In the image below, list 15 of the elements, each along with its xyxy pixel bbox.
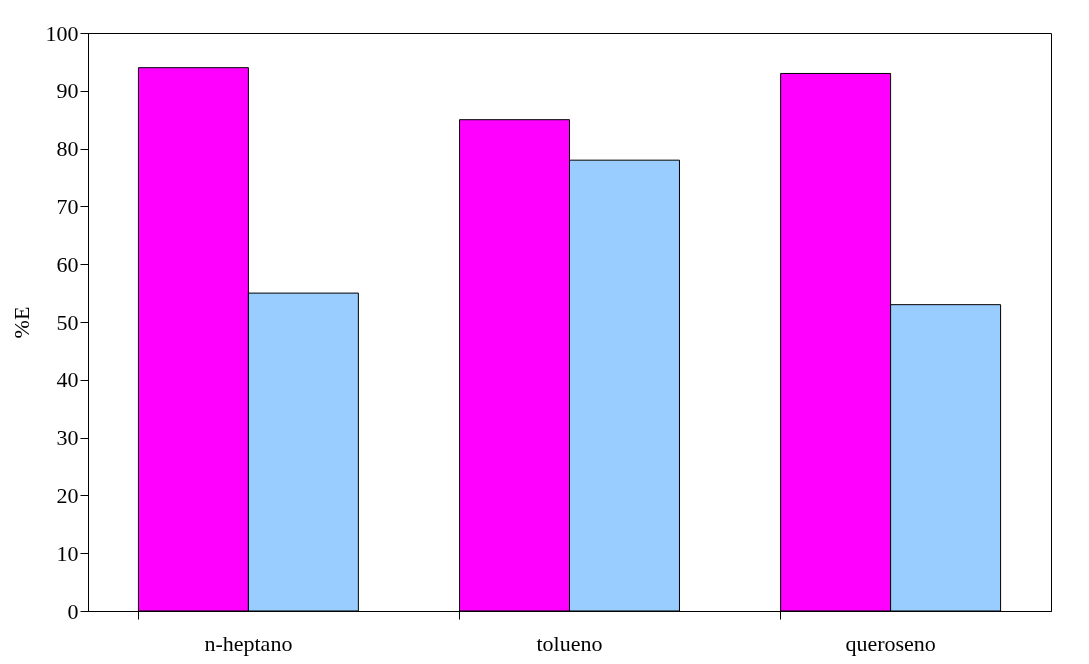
- y-tick-label: 80: [56, 136, 79, 162]
- y-tick-label: 20: [56, 482, 79, 508]
- y-tick-label: 70: [56, 193, 79, 219]
- x-tick-label: tolueno: [536, 630, 603, 656]
- y-tick-label: 100: [45, 20, 79, 46]
- y-tick-label: 0: [67, 598, 79, 624]
- y-tick-label: 60: [56, 251, 79, 277]
- y-tick-label: 40: [56, 367, 79, 393]
- x-tick-label: queroseno: [845, 630, 936, 656]
- y-tick-label: 50: [56, 309, 79, 335]
- y-tick-label: 30: [56, 425, 79, 451]
- y-tick-label: 90: [56, 78, 79, 104]
- y-axis-title: %E: [8, 306, 34, 339]
- y-tick-label: 10: [56, 540, 79, 566]
- x-tick-label: n-heptano: [204, 630, 293, 656]
